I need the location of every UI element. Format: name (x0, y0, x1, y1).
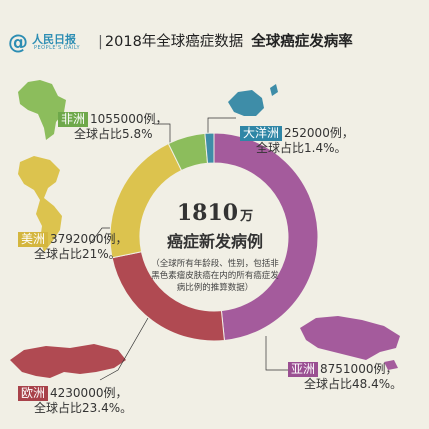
americas-tag: 美洲 (18, 232, 49, 247)
title-left: 2018年全球癌症数据 (104, 34, 244, 50)
africa-count: 1055000例， (90, 112, 168, 126)
asia-share: 全球占比48.4%。 (304, 377, 403, 391)
oceania-share: 全球占比1.4%。 (256, 141, 347, 155)
europe-tag: 欧洲 (18, 386, 49, 401)
asia-island-icon (384, 360, 398, 370)
title-separator: | (98, 34, 103, 50)
label-africa: 非洲 1055000例， 全球占比5.8% (58, 112, 167, 142)
africa-share: 全球占比5.8% (74, 127, 153, 141)
total-cases-label: 癌症新发病例 (166, 232, 263, 251)
label-asia: 亚洲 8751000例， 全球占比48.4%。 (288, 362, 402, 392)
total-cases-note: （全球所有年龄段、性别，包括非黑色素瘤皮肤癌在内的所有癌症发病比例的推算数据） (151, 259, 279, 293)
asia-count: 8751000例， (320, 362, 398, 376)
oceania-tag: 大洋洲 (240, 126, 283, 141)
total-cases-unit: 万 (240, 209, 254, 224)
asia-tag: 亚洲 (288, 362, 319, 377)
label-oceania: 大洋洲 252000例， 全球占比1.4%。 (240, 126, 354, 156)
americas-map-icon (18, 156, 62, 252)
logo-text: 人民日报 (32, 33, 76, 46)
africa-tag: 非洲 (58, 112, 89, 127)
europe-map-icon (10, 344, 126, 378)
oceania-count: 252000例， (284, 126, 354, 140)
americas-count: 3792000例， (50, 232, 128, 246)
logo-english-text: PEOPLE'S DAILY (34, 45, 81, 51)
donut-hole (140, 163, 288, 311)
page-title: | 2018年全球癌症数据 全球癌症发病率 (98, 30, 353, 51)
label-americas: 美洲 3792000例， 全球占比21%。 (18, 232, 127, 262)
europe-count: 4230000例， (50, 386, 128, 400)
europe-leader-line (99, 317, 149, 381)
asia-map-icon (300, 316, 400, 360)
oceania-island-icon (270, 84, 278, 96)
label-europe: 欧洲 4230000例， 全球占比23.4%。 (18, 386, 132, 416)
donut-slices (109, 132, 319, 342)
title-right: 全球癌症发病率 (251, 34, 353, 50)
americas-share: 全球占比21%。 (34, 247, 121, 261)
africa-map-icon (18, 80, 66, 140)
donut-center: 1810 万 癌症新发病例 （全球所有年龄段、性别，包括非黑色素瘤皮肤癌在内的所有… (145, 200, 285, 294)
oceania-map-icon (228, 90, 264, 116)
map-decorations (10, 80, 400, 378)
logo-mark-icon: @ (8, 30, 28, 54)
asia-leader-line (265, 336, 290, 371)
total-cases-number: 1810 (176, 200, 239, 226)
europe-share: 全球占比23.4%。 (34, 401, 133, 415)
people-daily-logo: @ 人民日报 PEOPLE'S DAILY (8, 30, 80, 54)
